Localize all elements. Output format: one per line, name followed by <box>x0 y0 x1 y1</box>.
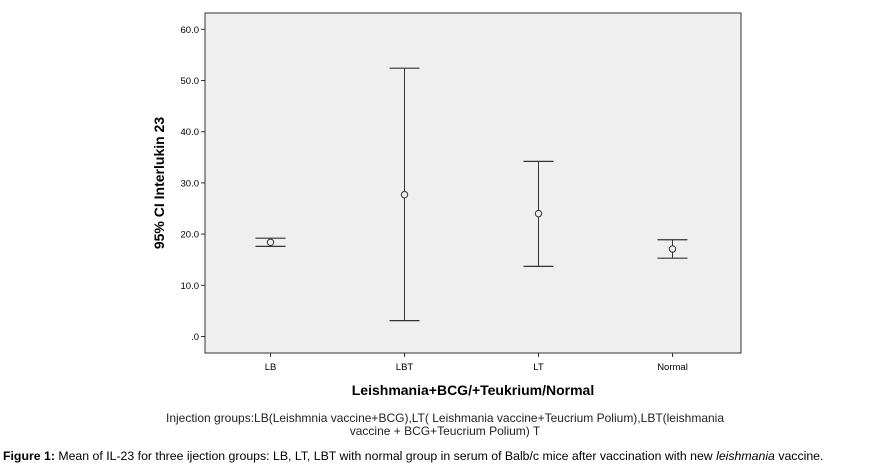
x-tick-label: LT <box>533 362 544 373</box>
error-bar-lbt <box>389 67 420 322</box>
plot-area <box>204 12 742 354</box>
caption-italic: leishmania <box>716 449 775 463</box>
figure-caption: Figure 1: Mean of IL-23 for three ijecti… <box>3 449 883 463</box>
x-axis: LB LBT LT Normal <box>265 353 688 373</box>
y-tick-label: 40.0 <box>181 127 200 138</box>
y-tick-label: 50.0 <box>181 76 200 87</box>
y-tick-label: 10.0 <box>181 281 200 292</box>
note-line-1: Injection groups:LB(Leishmnia vaccine+BC… <box>165 411 725 425</box>
injection-groups-note: Injection groups:LB(Leishmnia vaccine+BC… <box>140 412 750 438</box>
y-axis: .0 10.0 20.0 30.0 40.0 50.0 60.0 <box>181 25 205 343</box>
mean-marker <box>668 245 677 253</box>
error-bar-lb <box>255 237 286 247</box>
error-bar-chart: .0 10.0 20.0 30.0 40.0 50.0 60.0 LB LBT LT Normal… <box>151 12 742 398</box>
caption-end: vaccine. <box>774 449 824 463</box>
note-line-2: vaccine + BCG+Teucrium Polium) T <box>349 424 541 438</box>
y-axis-title: 95% CI Interlukin 23 <box>151 117 167 249</box>
mean-marker <box>534 209 543 218</box>
x-axis-title: Leishmania+BCG/+Teukrium/Normal <box>352 382 594 398</box>
mean-marker <box>266 238 275 246</box>
y-tick-label: 20.0 <box>181 230 200 241</box>
error-bars <box>255 67 688 322</box>
y-tick-label: 60.0 <box>181 25 200 36</box>
y-tick-label: 30.0 <box>181 178 200 189</box>
x-tick-label: Normal <box>657 362 688 373</box>
caption-text: Mean of IL-23 for three ijection groups:… <box>54 449 717 463</box>
caption-label: Figure 1: <box>3 449 55 463</box>
error-bar-lt <box>523 160 554 267</box>
x-tick-label: LBT <box>396 362 414 373</box>
mean-marker <box>400 190 409 199</box>
y-tick-label: .0 <box>191 332 199 343</box>
error-bar-normal <box>657 239 688 259</box>
x-tick-label: LB <box>265 362 277 373</box>
